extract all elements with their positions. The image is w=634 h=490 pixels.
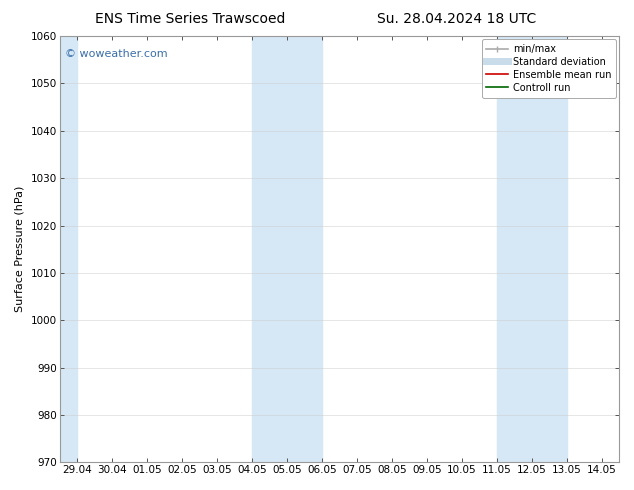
Text: © woweather.com: © woweather.com xyxy=(65,49,168,59)
Text: Su. 28.04.2024 18 UTC: Su. 28.04.2024 18 UTC xyxy=(377,12,536,26)
Bar xyxy=(252,36,322,462)
Text: ENS Time Series Trawscoed: ENS Time Series Trawscoed xyxy=(95,12,285,26)
Bar xyxy=(496,36,567,462)
Bar xyxy=(60,36,77,462)
Legend: min/max, Standard deviation, Ensemble mean run, Controll run: min/max, Standard deviation, Ensemble me… xyxy=(482,39,616,98)
Y-axis label: Surface Pressure (hPa): Surface Pressure (hPa) xyxy=(15,186,25,312)
